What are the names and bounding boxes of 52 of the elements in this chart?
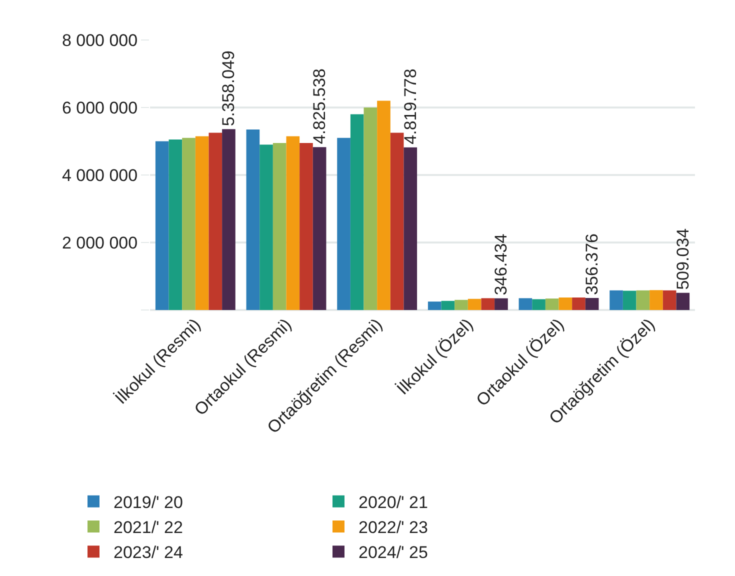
bar	[404, 147, 418, 310]
bar	[377, 100, 390, 310]
data-label: 4.825.538	[310, 68, 330, 144]
bar	[585, 298, 599, 310]
bar	[558, 298, 572, 310]
legend-label: 2019/' 20	[114, 493, 183, 512]
bar	[494, 298, 508, 310]
bar	[208, 132, 222, 310]
bar	[168, 140, 182, 310]
bar	[572, 298, 586, 310]
bar	[364, 108, 378, 310]
bar	[312, 147, 326, 310]
legend-label: 2024/' 25	[358, 543, 428, 562]
bar	[222, 129, 236, 310]
data-label: 509.034	[673, 228, 692, 290]
legend-label: 2020/' 21	[358, 493, 428, 512]
bar	[246, 129, 260, 310]
bar	[662, 290, 676, 310]
bar	[195, 136, 209, 310]
bar	[441, 300, 455, 310]
bar	[272, 142, 286, 310]
bar	[390, 132, 404, 310]
bar	[545, 298, 559, 310]
bar	[532, 299, 546, 310]
bar	[155, 141, 169, 310]
data-label: 356.376	[582, 234, 602, 295]
y-tick-label: 8 000 000	[62, 30, 138, 50]
y-tick-label: 4 000 000	[62, 166, 138, 185]
bar	[428, 302, 442, 310]
bar	[350, 114, 364, 310]
y-tick-label: 6 000 000	[62, 98, 138, 118]
bar	[286, 136, 300, 310]
bar	[481, 298, 495, 310]
bar	[518, 298, 532, 310]
bar	[182, 138, 196, 310]
bar	[636, 290, 650, 310]
data-label: 5.358.049	[219, 50, 238, 126]
bar	[454, 300, 468, 310]
bar	[676, 292, 690, 310]
bar	[468, 298, 482, 310]
data-label: 346.434	[492, 234, 511, 296]
data-label: 4.819.778	[400, 68, 420, 144]
bar	[610, 290, 623, 310]
legend-label: 2022/' 23	[358, 518, 428, 538]
legend-label: 2023/' 24	[114, 543, 183, 562]
bar	[650, 290, 663, 310]
bar	[622, 290, 636, 310]
bar	[337, 138, 350, 310]
y-tick-label: 2 000 000	[62, 233, 138, 252]
bar	[260, 144, 273, 310]
legend-label: 2021/' 22	[114, 518, 183, 538]
bar	[300, 142, 313, 310]
